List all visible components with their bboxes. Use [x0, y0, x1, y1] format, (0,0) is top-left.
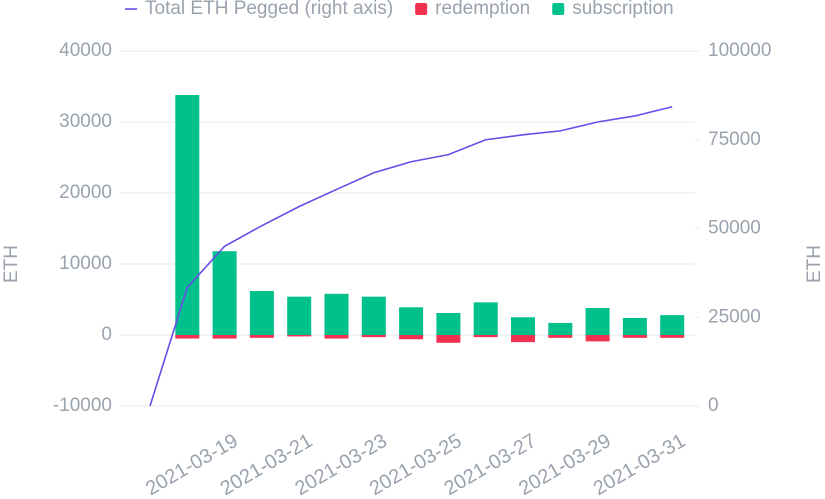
y-tick-label: 30000	[59, 111, 112, 132]
bar	[324, 293, 349, 335]
bar	[436, 335, 461, 343]
bar	[287, 335, 312, 337]
bar	[622, 335, 647, 338]
bar	[212, 335, 237, 339]
bar	[324, 335, 349, 339]
bar	[660, 335, 685, 338]
y-tick-label: 20000	[59, 182, 112, 203]
line	[149, 105, 673, 407]
y2-tick-label: 75000	[708, 129, 761, 150]
bar	[399, 335, 424, 340]
bar	[249, 335, 274, 338]
y-tick-label: 40000	[59, 40, 112, 61]
bar	[548, 322, 573, 335]
legend-label: redemption	[435, 0, 530, 19]
y-tick-label: -10000	[53, 395, 112, 416]
bar	[660, 315, 685, 335]
bar	[287, 296, 312, 335]
bar	[212, 251, 237, 335]
y2-tick-label: 0	[708, 395, 719, 416]
bar	[175, 335, 200, 339]
y-axis-label: ETH	[1, 245, 22, 283]
y-tick-label: 0	[101, 324, 112, 345]
bar	[622, 317, 647, 335]
bar	[511, 317, 535, 335]
y2-tick-label: 100000	[708, 40, 771, 61]
y2-tick-label: 50000	[708, 218, 761, 239]
bar	[473, 335, 498, 338]
bar	[175, 95, 200, 336]
bar	[361, 335, 386, 338]
bar	[585, 335, 610, 342]
bar	[585, 308, 610, 335]
bar	[511, 335, 535, 343]
legend-label: subscription	[572, 0, 673, 19]
bar	[473, 302, 498, 335]
y-tick-label: 10000	[59, 253, 112, 274]
legend-swatch	[552, 3, 565, 15]
bar	[249, 290, 274, 335]
y2-axis-label: ETH	[804, 245, 825, 283]
bar	[399, 307, 424, 335]
legend-swatch	[415, 3, 428, 15]
bar	[436, 312, 461, 335]
y2-tick-label: 25000	[708, 306, 761, 327]
bar	[361, 296, 386, 335]
legend-label: Total ETH Pegged (right axis)	[145, 0, 393, 19]
bar	[548, 335, 573, 338]
